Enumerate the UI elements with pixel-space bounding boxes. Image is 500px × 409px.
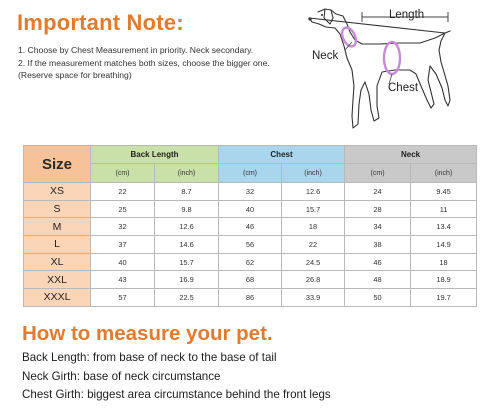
- table-cell: 68: [218, 270, 283, 290]
- table-cell: 62: [218, 252, 283, 272]
- table-cell: 12.6: [281, 182, 346, 201]
- size-cell: XXL: [23, 270, 91, 290]
- table-cell: 13.4: [410, 217, 478, 237]
- table-row: S 25 9.8 40 15.7 28 11: [23, 199, 478, 219]
- size-chart-table: Size Back Length Chest Neck (cm) (inch) …: [23, 145, 478, 307]
- table-cell: 11: [410, 199, 478, 219]
- measure-instructions: Back Length: from base of neck to the ba…: [22, 349, 331, 405]
- table-cell: 8.7: [153, 182, 220, 201]
- chest-band: [382, 40, 402, 76]
- table-cell: 12.6: [153, 217, 220, 237]
- table-cell: 37: [90, 235, 155, 254]
- table-cell: 32: [90, 217, 155, 237]
- size-cell: XL: [23, 252, 91, 272]
- chest-pointer: [388, 73, 393, 85]
- table-cell: 40: [218, 199, 283, 219]
- table-cell: 15.7: [281, 199, 346, 219]
- note-line: 1. Choose by Chest Measurement in priori…: [18, 45, 254, 55]
- table-cell: 26.8: [281, 270, 346, 290]
- table-cell: 9.8: [153, 199, 220, 219]
- size-cell: L: [23, 235, 91, 254]
- table-cell: 18: [410, 252, 478, 272]
- table-cell: 57: [90, 288, 155, 307]
- table-cell: 56: [218, 235, 283, 254]
- table-row: XXXL 57 22.5 86 33.9 50 19.7: [23, 288, 478, 307]
- measure-line-chest-girth: Chest Girth: biggest area circumstance b…: [22, 388, 331, 401]
- table-cell: 24.5: [281, 252, 346, 272]
- table-cell: 48: [344, 270, 412, 290]
- dog-eye: [321, 14, 323, 16]
- table-cell: 46: [344, 252, 412, 272]
- table-row: L 37 14.6 56 22 38 14.9: [23, 235, 478, 254]
- table-cell: 50: [344, 288, 412, 307]
- table-row: M 32 12.6 46 18 34 13.4: [23, 217, 478, 237]
- unit-header: (cm): [344, 163, 412, 183]
- table-row: XL 40 15.7 62 24.5 46 18: [23, 252, 478, 272]
- size-cell: S: [23, 199, 91, 219]
- table-cell: 22: [90, 182, 155, 201]
- dog-ear: [323, 8, 334, 25]
- length-label: Length: [389, 9, 425, 21]
- size-column-header: Size: [23, 145, 91, 183]
- table-cell: 40: [90, 252, 155, 272]
- table-row: XXL 43 16.9 68 26.8 48 18.9: [23, 270, 478, 290]
- how-to-measure-title: How to measure your pet.: [22, 322, 273, 345]
- table-cell: 24: [344, 182, 412, 201]
- neck-header: Neck: [344, 145, 478, 164]
- size-cell: XXXL: [23, 288, 91, 307]
- table-cell: 9.45: [410, 182, 478, 201]
- note-line: 2. If the measurement matches both sizes…: [18, 57, 270, 68]
- dog-measurement-diagram: [308, 8, 451, 129]
- note-list: 1. Choose by Chest Measurement in priori…: [18, 44, 270, 82]
- dog-outline: [308, 8, 451, 129]
- length-arrow: [361, 12, 449, 22]
- unit-header: (inch): [410, 163, 478, 183]
- table-cell: 19.7: [410, 288, 478, 307]
- table-cell: 34: [344, 217, 412, 237]
- table-cell: 15.7: [153, 252, 220, 272]
- table-group-header-row: Size Back Length Chest Neck: [23, 145, 478, 183]
- table-cell: 25: [90, 199, 155, 219]
- measure-line-back-length: Back Length: from base of neck to the ba…: [22, 351, 277, 364]
- table-cell: 32: [218, 182, 283, 201]
- table-cell: 22: [281, 235, 346, 254]
- dog-nose: [308, 17, 312, 21]
- table-cell: 86: [218, 288, 283, 307]
- table-cell: 18.9: [410, 270, 478, 290]
- chest-label: Chest: [388, 82, 419, 94]
- neck-label: Neck: [312, 50, 339, 62]
- neck-pointer: [344, 41, 353, 51]
- table-cell: 38: [344, 235, 412, 254]
- unit-header: (inch): [153, 163, 220, 183]
- neck-band: [340, 26, 358, 48]
- measure-line-neck-girth: Neck Girth: base of neck circumstance: [22, 369, 221, 383]
- unit-header: (cm): [90, 163, 155, 183]
- table-unit-header-row: (cm) (inch) (cm) (inch) (cm) (inch): [24, 163, 478, 183]
- table-cell: 14.6: [153, 235, 220, 254]
- table-row: XS 22 8.7 32 12.6 24 9.45: [23, 182, 478, 201]
- unit-header: (cm): [218, 163, 283, 183]
- table-cell: 46: [218, 217, 283, 237]
- table-cell: 14.9: [410, 235, 478, 254]
- important-note-title: Important Note:: [17, 10, 184, 35]
- size-cell: XS: [23, 182, 91, 201]
- table-cell: 43: [90, 270, 155, 290]
- table-cell: 18: [281, 217, 346, 237]
- back-length-header: Back Length: [89, 145, 220, 164]
- note-line: (Reserve space for breathing): [18, 70, 132, 81]
- chest-header: Chest: [218, 145, 346, 164]
- table-cell: 22.5: [153, 288, 220, 307]
- table-cell: 16.9: [153, 270, 220, 290]
- table-cell: 33.9: [281, 288, 346, 307]
- unit-header: (inch): [281, 163, 346, 183]
- size-cell: M: [23, 217, 91, 237]
- table-cell: 28: [344, 199, 412, 219]
